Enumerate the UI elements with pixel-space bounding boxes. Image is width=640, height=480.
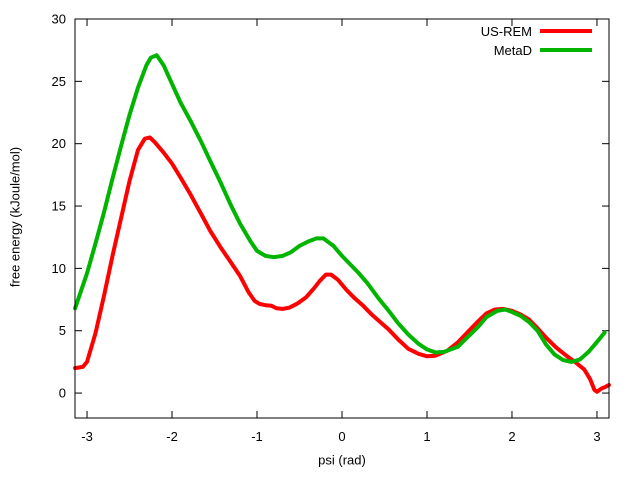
x-tick-label: -3 xyxy=(81,429,93,444)
x-tick-label: -1 xyxy=(251,429,263,444)
y-tick-label: 15 xyxy=(52,199,66,214)
y-tick-label: 20 xyxy=(52,136,66,151)
legend: US-REM MetaD xyxy=(480,23,592,58)
legend-label-us-rem: US-REM xyxy=(480,23,532,39)
legend-item-us-rem: US-REM xyxy=(480,23,592,39)
y-tick-label: 5 xyxy=(59,323,66,338)
x-tick-label: 1 xyxy=(423,429,430,444)
legend-label-metad: MetaD xyxy=(493,42,532,58)
x-tick-label: 2 xyxy=(508,429,515,444)
x-tick-label: -2 xyxy=(166,429,178,444)
x-tick-label: 0 xyxy=(338,429,345,444)
us-rem-curve xyxy=(73,135,611,394)
legend-item-metad: MetaD xyxy=(481,42,592,58)
y-tick-label: 10 xyxy=(52,261,66,276)
legend-swatch-us-rem xyxy=(540,29,592,33)
x-axis-label: psi (rad) xyxy=(318,452,366,468)
x-tick-label: 3 xyxy=(593,429,600,444)
metad-curve xyxy=(73,53,607,364)
y-tick-label: 0 xyxy=(59,386,66,401)
y-tick-label: 30 xyxy=(52,12,66,27)
axis-ticks xyxy=(75,18,609,418)
y-axis-label: free energy (kJoule/mol) xyxy=(7,146,23,288)
y-tick-label: 25 xyxy=(52,74,66,89)
legend-swatch-metad xyxy=(540,48,592,52)
plot-border xyxy=(74,18,610,419)
